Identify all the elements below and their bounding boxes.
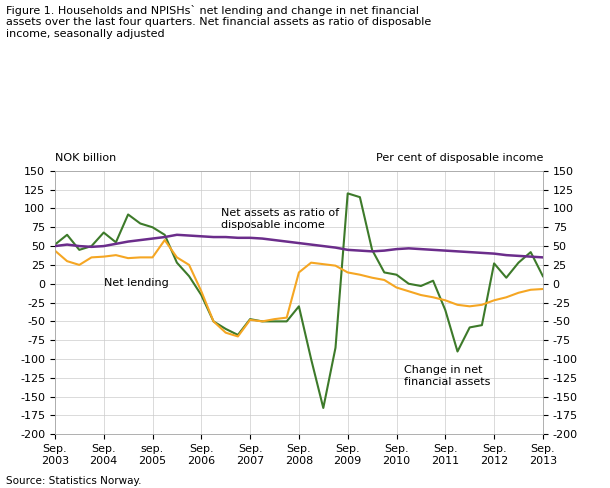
Text: Net lending: Net lending: [104, 278, 168, 288]
Text: Change in net
financial assets: Change in net financial assets: [404, 365, 490, 386]
Text: Net assets as ratio of
disposable income: Net assets as ratio of disposable income: [221, 208, 339, 229]
Text: Source: Statistics Norway.: Source: Statistics Norway.: [6, 476, 142, 486]
Text: Per cent of disposable income: Per cent of disposable income: [376, 154, 543, 163]
Text: NOK billion: NOK billion: [55, 154, 116, 163]
Text: Figure 1. Households and NPISHs` net lending and change in net financial
assets : Figure 1. Households and NPISHs` net len…: [6, 5, 431, 39]
